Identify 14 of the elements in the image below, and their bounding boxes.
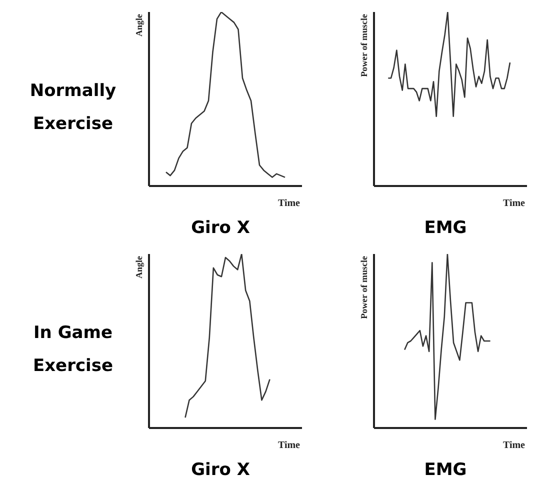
y-axis-title: Angle	[134, 14, 144, 36]
x-axis-title: Time	[502, 198, 526, 209]
text: Giro X	[190, 460, 251, 480]
y-axis-title: Power of muscle	[359, 14, 369, 77]
x-axis-title: Time	[278, 198, 301, 209]
text: EMG	[423, 460, 468, 480]
text: In Game Exercise	[32, 322, 114, 378]
x-axis-title: Time	[502, 440, 526, 451]
text: Normally Exercise	[28, 80, 118, 136]
text: EMG	[423, 218, 468, 238]
y-axis-title: Angle	[134, 256, 144, 278]
text: Giro X	[190, 218, 251, 238]
y-axis-title: Power of muscle	[359, 256, 369, 319]
x-axis-title: Time	[278, 440, 301, 451]
